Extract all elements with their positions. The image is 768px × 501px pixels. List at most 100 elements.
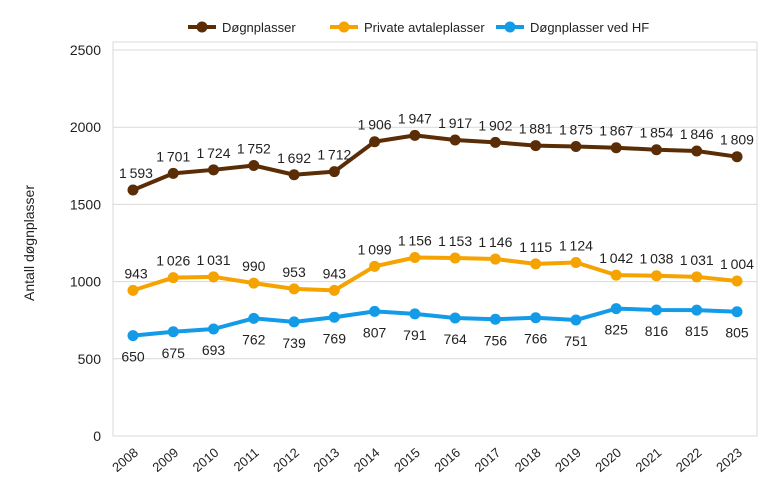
data-label: 693 — [202, 342, 226, 358]
data-point — [610, 269, 622, 281]
x-tick-label: 2013 — [310, 445, 342, 475]
series-line — [132, 255, 738, 293]
y-tick-label: 2000 — [70, 119, 101, 135]
data-label: 1 867 — [599, 123, 633, 139]
data-label: 815 — [685, 323, 709, 339]
data-label: 1 701 — [156, 148, 190, 164]
data-label: 1 038 — [639, 251, 673, 267]
x-tick-label: 2022 — [673, 445, 705, 475]
data-point — [208, 323, 220, 335]
data-label: 1 099 — [358, 241, 392, 257]
data-label: 769 — [323, 330, 347, 346]
data-point — [248, 312, 260, 324]
series-line — [132, 306, 738, 338]
data-point — [449, 252, 461, 264]
data-label: 1 752 — [237, 140, 271, 156]
data-label: 764 — [443, 331, 467, 347]
data-point — [530, 258, 542, 270]
data-point — [731, 306, 743, 318]
data-label: 1 875 — [559, 122, 593, 138]
data-point — [650, 144, 662, 156]
data-point — [650, 304, 662, 316]
data-point — [409, 129, 421, 141]
x-tick-label: 2017 — [472, 445, 504, 475]
data-label: 1 712 — [317, 147, 351, 163]
data-point — [530, 140, 542, 152]
data-label: 943 — [323, 265, 347, 281]
series-line — [132, 133, 738, 192]
data-label: 1 026 — [156, 253, 190, 269]
data-point — [691, 271, 703, 283]
legend-item: Døgnplasser — [188, 20, 296, 35]
legend-label: Døgnplasser ved HF — [530, 20, 649, 35]
data-point — [369, 305, 381, 317]
data-label: 990 — [242, 258, 266, 274]
data-point — [409, 308, 421, 320]
data-point — [288, 169, 300, 181]
data-point — [570, 141, 582, 152]
data-point — [731, 275, 743, 287]
data-point — [449, 134, 461, 146]
data-point — [369, 136, 381, 148]
data-point — [328, 311, 340, 323]
data-label: 1 692 — [277, 150, 311, 166]
x-tick-label: 2020 — [592, 445, 624, 475]
legend-label: Døgnplasser — [222, 20, 296, 35]
legend-marker — [338, 21, 350, 33]
x-tick-label: 2014 — [351, 445, 383, 475]
data-point — [409, 252, 421, 264]
data-label: 1 724 — [197, 145, 231, 161]
data-point — [288, 316, 300, 328]
data-label: 739 — [282, 335, 306, 351]
data-label: 1 042 — [599, 250, 633, 266]
data-label: 762 — [242, 331, 266, 347]
data-label: 953 — [282, 264, 306, 280]
data-point — [489, 313, 501, 325]
data-label: 650 — [121, 349, 145, 365]
data-point — [167, 272, 179, 284]
data-point — [127, 330, 139, 342]
data-label: 1 902 — [478, 117, 512, 133]
legend-label: Private avtaleplasser — [364, 20, 485, 35]
data-label: 675 — [162, 345, 186, 361]
data-point — [489, 136, 501, 148]
y-tick-label: 500 — [78, 351, 102, 367]
data-label: 766 — [524, 331, 548, 347]
data-label: 1 854 — [639, 125, 673, 141]
data-label: 1 004 — [720, 256, 754, 272]
data-label: 1 156 — [398, 233, 432, 249]
x-tick-label: 2018 — [512, 445, 544, 475]
data-label: 816 — [645, 323, 669, 339]
data-point — [288, 283, 300, 295]
data-point — [731, 151, 743, 163]
data-point — [208, 271, 220, 283]
y-tick-label: 0 — [93, 428, 101, 444]
data-label: 1 947 — [398, 110, 432, 126]
data-label: 1 809 — [720, 132, 754, 148]
legend-item: Private avtaleplasser — [330, 20, 485, 35]
data-point — [248, 159, 260, 171]
data-label: 805 — [725, 325, 749, 341]
data-point — [127, 184, 139, 196]
legend: Døgnplasser Private avtaleplasser Døgnplas… — [188, 20, 649, 35]
data-label: 1 146 — [478, 234, 512, 250]
data-point — [691, 145, 703, 157]
data-point — [691, 304, 703, 316]
plot-area — [112, 41, 758, 437]
legend-item: Døgnplasser ved HF — [496, 20, 649, 35]
data-point — [610, 303, 622, 315]
x-tick-label: 2012 — [270, 445, 302, 475]
data-label: 1 031 — [680, 252, 714, 268]
x-tick-label: 2010 — [190, 445, 222, 475]
data-label: 1 153 — [438, 233, 472, 249]
y-tick-label: 1500 — [70, 196, 101, 212]
data-label: 1 906 — [358, 117, 392, 133]
legend-marker — [196, 21, 208, 33]
x-tick-label: 2016 — [431, 445, 463, 475]
x-tick-label: 2008 — [109, 445, 141, 475]
gridlines — [112, 41, 758, 437]
data-label: 791 — [403, 327, 427, 343]
